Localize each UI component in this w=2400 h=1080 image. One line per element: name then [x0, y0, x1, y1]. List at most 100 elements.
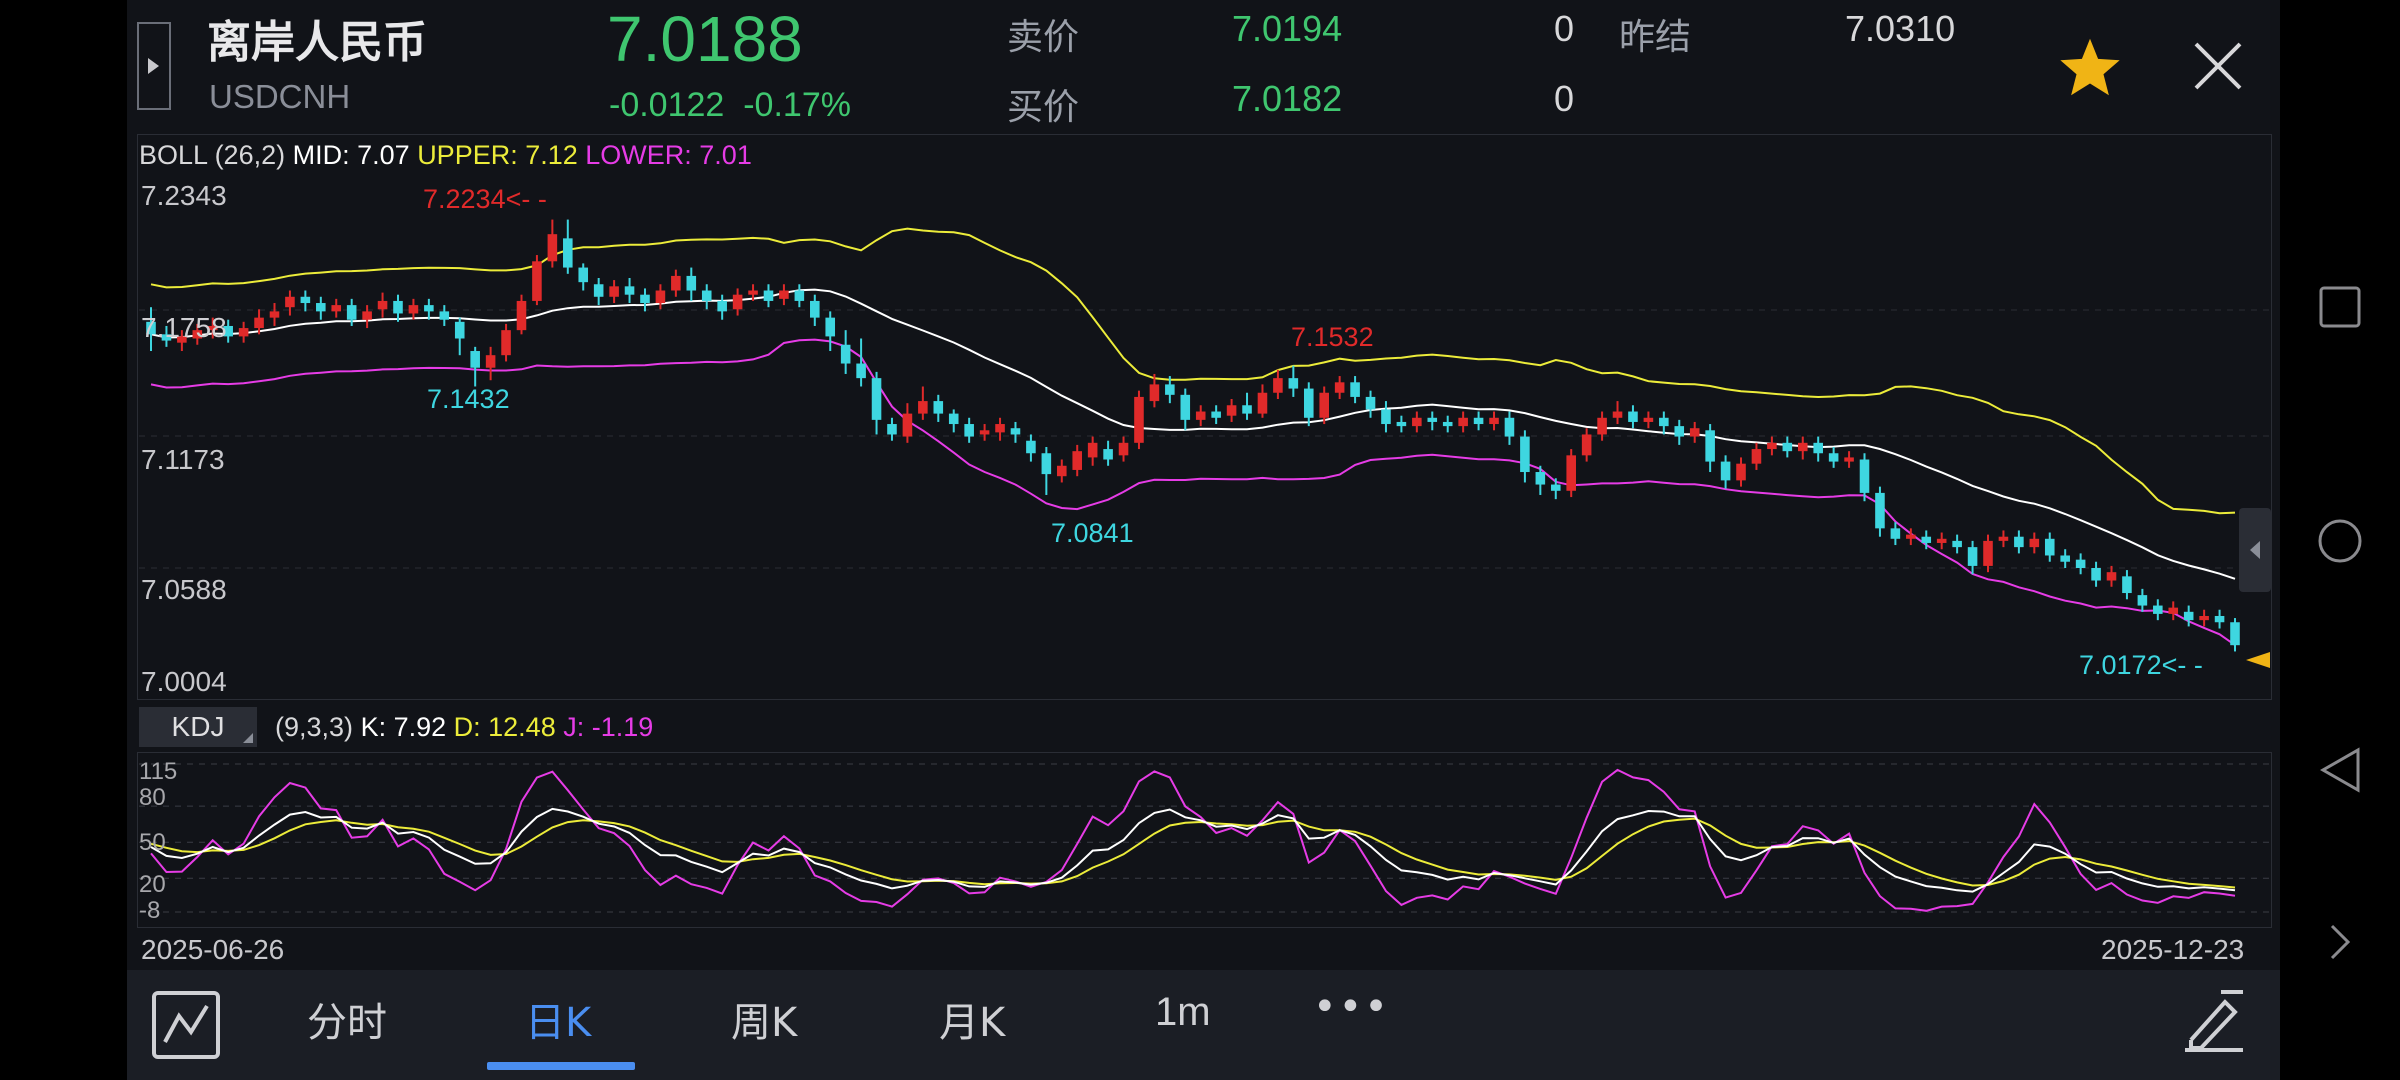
- kdj-selector-button[interactable]: KDJ: [139, 707, 257, 747]
- candle: [1813, 436, 1823, 462]
- candle-body: [1828, 453, 1839, 462]
- triangle-back-icon: [2319, 747, 2360, 793]
- candle-body: [840, 344, 851, 364]
- home-button[interactable]: [2280, 518, 2400, 564]
- candle: [1628, 405, 1638, 429]
- candle-body: [1195, 411, 1206, 420]
- candle: [1689, 421, 1700, 443]
- candle-body: [285, 296, 295, 308]
- favorite-button[interactable]: [2057, 36, 2123, 102]
- candle: [1288, 365, 1299, 397]
- candle-body: [948, 413, 959, 425]
- candle: [1211, 405, 1221, 425]
- candle-body: [1149, 384, 1160, 402]
- candle: [1118, 436, 1129, 462]
- candle-body: [1381, 409, 1391, 425]
- tab-1m[interactable]: 1m: [1155, 990, 1211, 1034]
- candle: [2168, 601, 2179, 621]
- candle: [1983, 534, 1993, 573]
- candle-body: [2014, 536, 2024, 548]
- candle: [1782, 436, 1793, 458]
- sidebar-toggle-button[interactable]: [137, 22, 171, 110]
- candle: [1381, 401, 1391, 433]
- candle: [1041, 446, 1052, 495]
- candle: [177, 330, 187, 352]
- candle-body: [1581, 434, 1592, 456]
- candle-body: [424, 305, 434, 312]
- candle: [1906, 528, 1916, 546]
- candle-body: [1674, 426, 1685, 437]
- recent-apps-button[interactable]: [2280, 285, 2400, 329]
- candle: [1566, 449, 1576, 498]
- price-axis-label: 7.1173: [141, 444, 225, 475]
- candle: [640, 288, 650, 312]
- sell-volume: 0: [1554, 8, 1575, 49]
- candle-body: [1072, 451, 1083, 470]
- candle-body: [1520, 436, 1530, 473]
- candle-body: [2230, 622, 2240, 646]
- candle-body: [1550, 484, 1561, 491]
- boll-mid-line: [150, 288, 2236, 580]
- back-button[interactable]: [2280, 746, 2400, 794]
- candle-body: [1705, 430, 1715, 462]
- candle-body: [470, 351, 480, 368]
- candle-body: [578, 267, 589, 283]
- candle-body: [1226, 405, 1237, 416]
- candle-body: [1643, 417, 1654, 422]
- candle: [393, 294, 403, 322]
- candlestick-chart[interactable]: [127, 0, 2280, 720]
- candle-body: [810, 300, 820, 318]
- candle: [1195, 405, 1206, 427]
- candle-body: [1597, 417, 1607, 435]
- tab-weekly-k[interactable]: 周K: [731, 1000, 798, 1046]
- kdj-level: 115: [139, 758, 178, 785]
- close-button[interactable]: [2192, 40, 2244, 96]
- boll-upper-line: [150, 227, 2236, 515]
- boll-upper: UPPER: 7.12: [417, 140, 578, 170]
- kdj-level: 80: [139, 784, 166, 811]
- candle-body: [1875, 492, 1885, 529]
- candle: [979, 424, 990, 441]
- candle: [1828, 446, 1839, 468]
- candle-body: [593, 284, 604, 297]
- tab-daily-k[interactable]: 日K: [525, 1000, 592, 1046]
- candle-body: [1442, 421, 1453, 427]
- more-periods-button[interactable]: •••: [1313, 984, 1390, 1030]
- candle-body: [1612, 411, 1623, 418]
- candle: [2044, 532, 2055, 562]
- candle: [285, 290, 295, 316]
- candle-body: [501, 330, 511, 356]
- kdj-chart[interactable]: [127, 0, 2280, 940]
- candle: [331, 298, 342, 318]
- candle: [1520, 430, 1530, 483]
- collapse-panel-button[interactable]: [2239, 508, 2271, 592]
- candle-body: [1427, 417, 1438, 422]
- candle: [408, 298, 419, 320]
- kdj-level: -8: [139, 897, 161, 924]
- candle-body: [2075, 559, 2086, 568]
- candle: [424, 298, 434, 320]
- candle-body: [995, 424, 1005, 433]
- candle: [1705, 424, 1715, 473]
- candle-body: [563, 238, 573, 268]
- tab-intraday[interactable]: 分时: [307, 1000, 387, 1046]
- close-icon: [2194, 42, 2242, 90]
- candle: [238, 321, 249, 343]
- chart-type-button[interactable]: [151, 990, 221, 1064]
- boll-legend: BOLL (26,2) MID: 7.07 UPPER: 7.12 LOWER:…: [139, 140, 752, 171]
- candle: [2199, 609, 2209, 627]
- candle: [794, 284, 805, 308]
- nav-expand-button[interactable]: [2280, 922, 2400, 962]
- candle-body: [1936, 538, 1947, 543]
- instrument-code: USDCNH: [209, 78, 351, 115]
- candle: [161, 325, 172, 347]
- candle-body: [547, 234, 558, 262]
- candle: [732, 288, 743, 316]
- candle-body: [1180, 394, 1191, 420]
- candle-body: [1303, 388, 1314, 418]
- candle-body: [1396, 421, 1407, 427]
- candle-body: [1273, 378, 1283, 393]
- candle-body: [1103, 449, 1113, 460]
- tab-monthly-k[interactable]: 月K: [939, 1000, 1006, 1046]
- draw-tool-button[interactable]: [2181, 988, 2247, 1058]
